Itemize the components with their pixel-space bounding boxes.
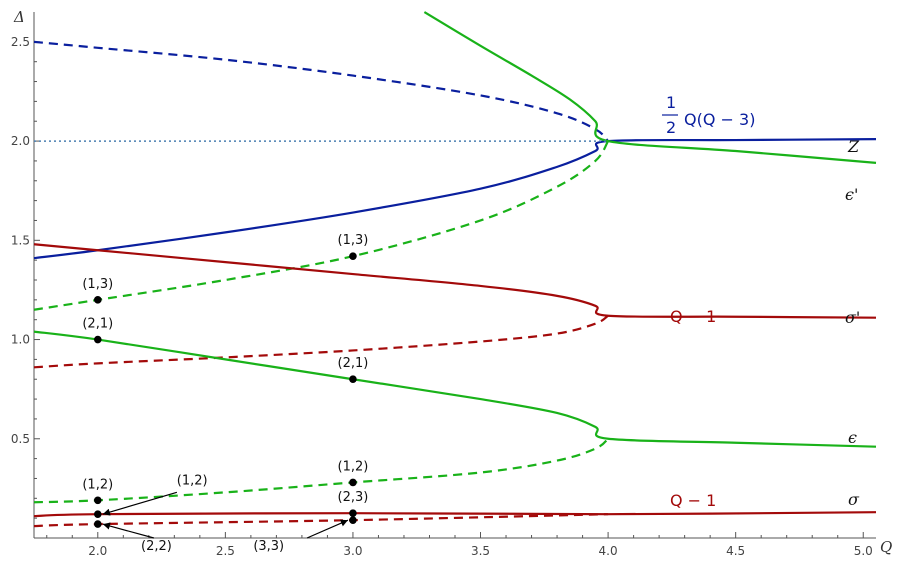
- data-point: [349, 516, 357, 524]
- y-tick-label: 0.5: [11, 432, 30, 446]
- series-red-dashed-9: [33, 513, 609, 528]
- x-tick-label: 3.0: [343, 544, 362, 558]
- data-point: [93, 335, 102, 344]
- point-label: (2,2): [141, 539, 172, 554]
- label-sigma: σ: [848, 490, 860, 509]
- axes: 2.0 2.5 3.0 3.5 4.0 4.5 5.0 0.5 1.0 1.5 2.0 2.5: [11, 12, 876, 558]
- data-point: [349, 375, 357, 384]
- annotation-arrow: [102, 522, 155, 539]
- formula-numerator: 1: [666, 93, 676, 112]
- x-tick-label: 5.0: [854, 544, 873, 558]
- q-minus-1-lower-label: Q − 1: [670, 491, 716, 510]
- q-minus-1-upper-label: Q − 1: [670, 307, 716, 326]
- series-green-dashed-7: [33, 437, 609, 504]
- y-tick-label: 1.0: [11, 333, 30, 347]
- x-tick-label: 4.0: [599, 544, 618, 558]
- annotation-arrows: [102, 491, 349, 539]
- data-point: [349, 252, 357, 260]
- y-axis-title: Δ: [13, 8, 25, 26]
- point-label: (2,3): [338, 490, 369, 505]
- x-tick-label: 3.5: [471, 544, 490, 558]
- label-sigma-prime: σ': [845, 308, 860, 327]
- point-label: (1,3): [82, 277, 113, 292]
- formula-body: Q(Q − 3): [684, 110, 755, 129]
- point-label: (1,2): [82, 477, 113, 492]
- y-tick-label: 2.5: [11, 35, 30, 49]
- x-tick-label: 2.0: [88, 544, 107, 558]
- point-label: (2,1): [338, 356, 369, 371]
- point-label: (2,1): [82, 317, 113, 332]
- label-z: Z: [847, 137, 860, 156]
- data-point: [93, 496, 102, 505]
- x-tick-label: 2.5: [216, 544, 235, 558]
- label-eps-prime: ϵ': [845, 185, 858, 204]
- series-blue-dashed-1: [33, 40, 609, 142]
- series-green-dashed-3: [33, 140, 610, 311]
- series-red-solid: [33, 243, 877, 319]
- y-tick-label: 1.5: [11, 233, 30, 247]
- y-tick-label: 2.0: [11, 134, 30, 148]
- point-label: (1,2): [177, 473, 208, 488]
- series-green-solid: [33, 330, 877, 448]
- data-point: [93, 296, 102, 304]
- data-point: [93, 520, 102, 528]
- annotation-arrow: [306, 519, 349, 539]
- point-label: (1,3): [338, 233, 369, 248]
- point-label: (3,3): [253, 539, 284, 554]
- annotation-arrow: [102, 491, 178, 516]
- series-green-solid: [423, 11, 877, 165]
- series-red-solid: [33, 511, 877, 518]
- label-eps: ϵ: [848, 428, 857, 447]
- series-blue-solid: [33, 137, 877, 260]
- point-label: (1,2): [338, 459, 369, 474]
- curves: [33, 11, 877, 528]
- data-point: [93, 510, 102, 518]
- formula-denominator: 2: [666, 118, 676, 137]
- x-tick-label: 4.5: [726, 544, 745, 558]
- data-point: [349, 509, 357, 517]
- series-red-dashed-5: [33, 314, 609, 369]
- x-axis-title: Q: [880, 538, 892, 556]
- data-points: (1,3) (1,3) (2,1) (2,1) (1,2) (1,2) (2,3) (1,2)…: [82, 233, 368, 554]
- data-point: [349, 478, 357, 487]
